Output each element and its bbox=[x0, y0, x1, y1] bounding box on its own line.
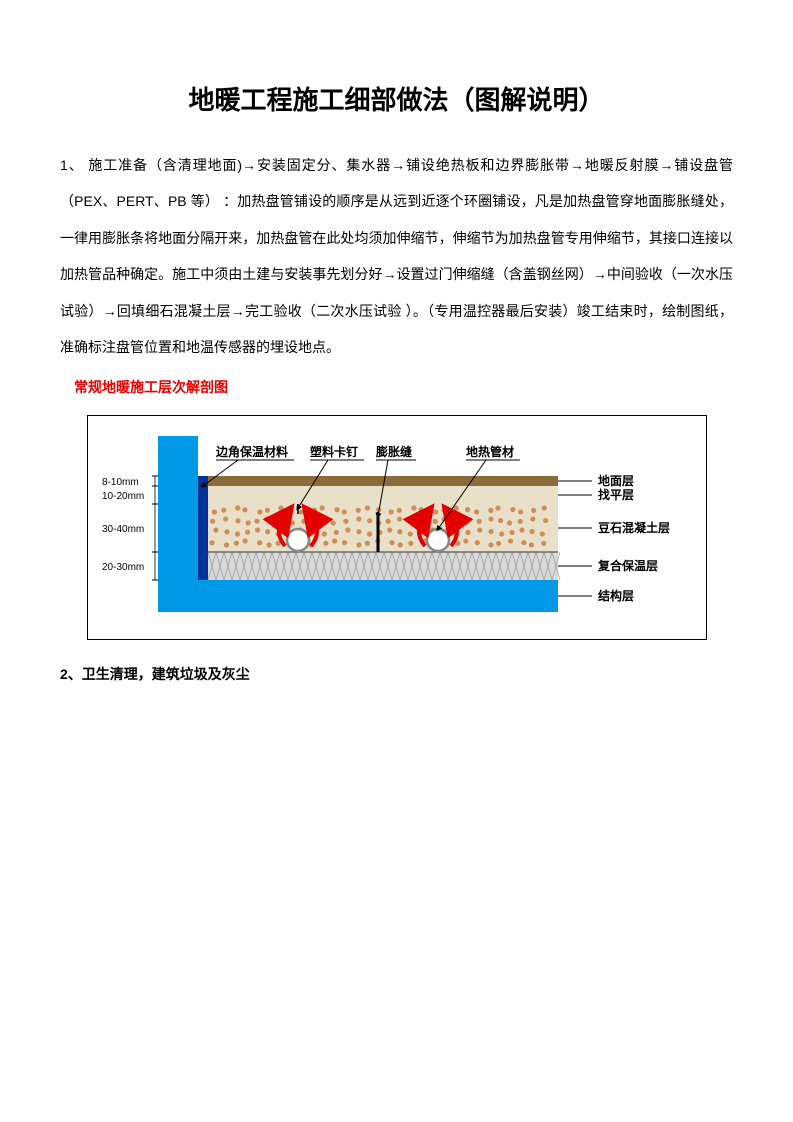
svg-text:塑料卡钉: 塑料卡钉 bbox=[310, 444, 358, 459]
page-title: 地暖工程施工细部做法（图解说明） bbox=[60, 80, 733, 117]
svg-text:结构层: 结构层 bbox=[598, 588, 634, 603]
paragraph-1: 1、 施工准备（含清理地面)→安装固定分、集水器→铺设绝热板和边界膨胀带→地暖反… bbox=[60, 147, 733, 365]
svg-text:边角保温材料: 边角保温材料 bbox=[215, 444, 288, 459]
svg-text:复合保温层: 复合保温层 bbox=[597, 558, 658, 573]
svg-text:30-40mm: 30-40mm bbox=[102, 524, 144, 535]
section-heading: 常规地暖施工层次解剖图 bbox=[74, 377, 733, 397]
svg-text:膨胀缝: 膨胀缝 bbox=[375, 444, 412, 459]
sub-heading-2: 2、卫生清理，建筑垃圾及灰尘 bbox=[60, 664, 733, 684]
svg-text:地热管材: 地热管材 bbox=[466, 444, 514, 459]
svg-text:找平层: 找平层 bbox=[598, 487, 634, 502]
svg-text:8-10mm: 8-10mm bbox=[102, 477, 139, 488]
svg-text:地面层: 地面层 bbox=[598, 473, 634, 488]
svg-text:20-30mm: 20-30mm bbox=[102, 562, 144, 573]
cross-section-diagram: 边角保温材料 塑料卡钉 膨胀缝 地热管材地面层找平层豆石混凝土层复合保温层结构层 8-1… bbox=[87, 415, 707, 640]
svg-text:豆石混凝土层: 豆石混凝土层 bbox=[598, 520, 670, 535]
svg-text:10-20mm: 10-20mm bbox=[102, 491, 144, 502]
